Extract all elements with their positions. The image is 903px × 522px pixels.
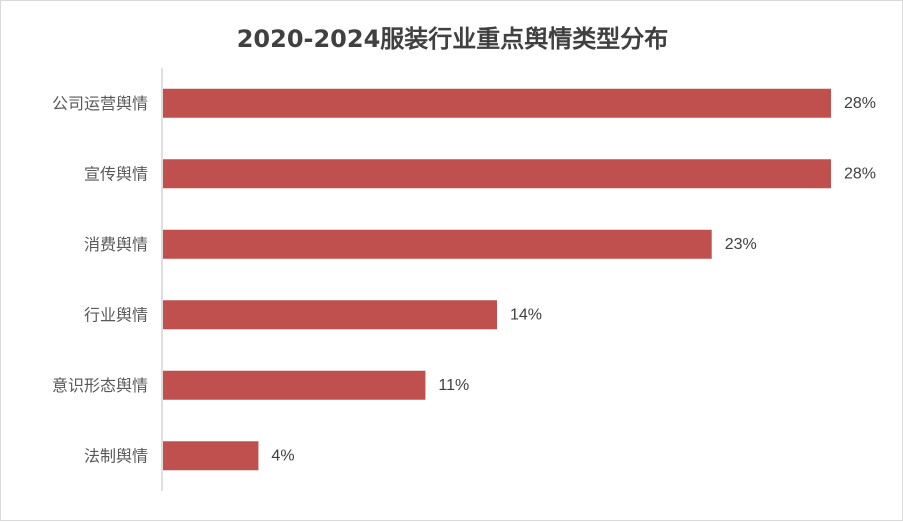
bar xyxy=(163,159,831,189)
bar xyxy=(163,300,497,330)
bar xyxy=(163,88,831,118)
category-label: 消费舆情 xyxy=(84,235,148,254)
category-label: 法制舆情 xyxy=(84,446,148,465)
category-label: 公司运营舆情 xyxy=(52,94,148,113)
bar xyxy=(163,370,426,400)
category-label: 宣传舆情 xyxy=(84,164,148,183)
category-label: 行业舆情 xyxy=(84,305,148,324)
value-label: 23% xyxy=(725,236,757,253)
category-label: 意识形态舆情 xyxy=(52,376,148,395)
value-label: 28% xyxy=(844,165,876,182)
bar xyxy=(163,229,712,259)
bar xyxy=(163,441,259,471)
value-label: 11% xyxy=(438,377,469,394)
value-label: 28% xyxy=(844,95,876,112)
value-label: 14% xyxy=(510,306,542,323)
chart-title: 2020-2024服装行业重点舆情类型分布 xyxy=(236,25,669,53)
value-label: 4% xyxy=(271,447,294,464)
